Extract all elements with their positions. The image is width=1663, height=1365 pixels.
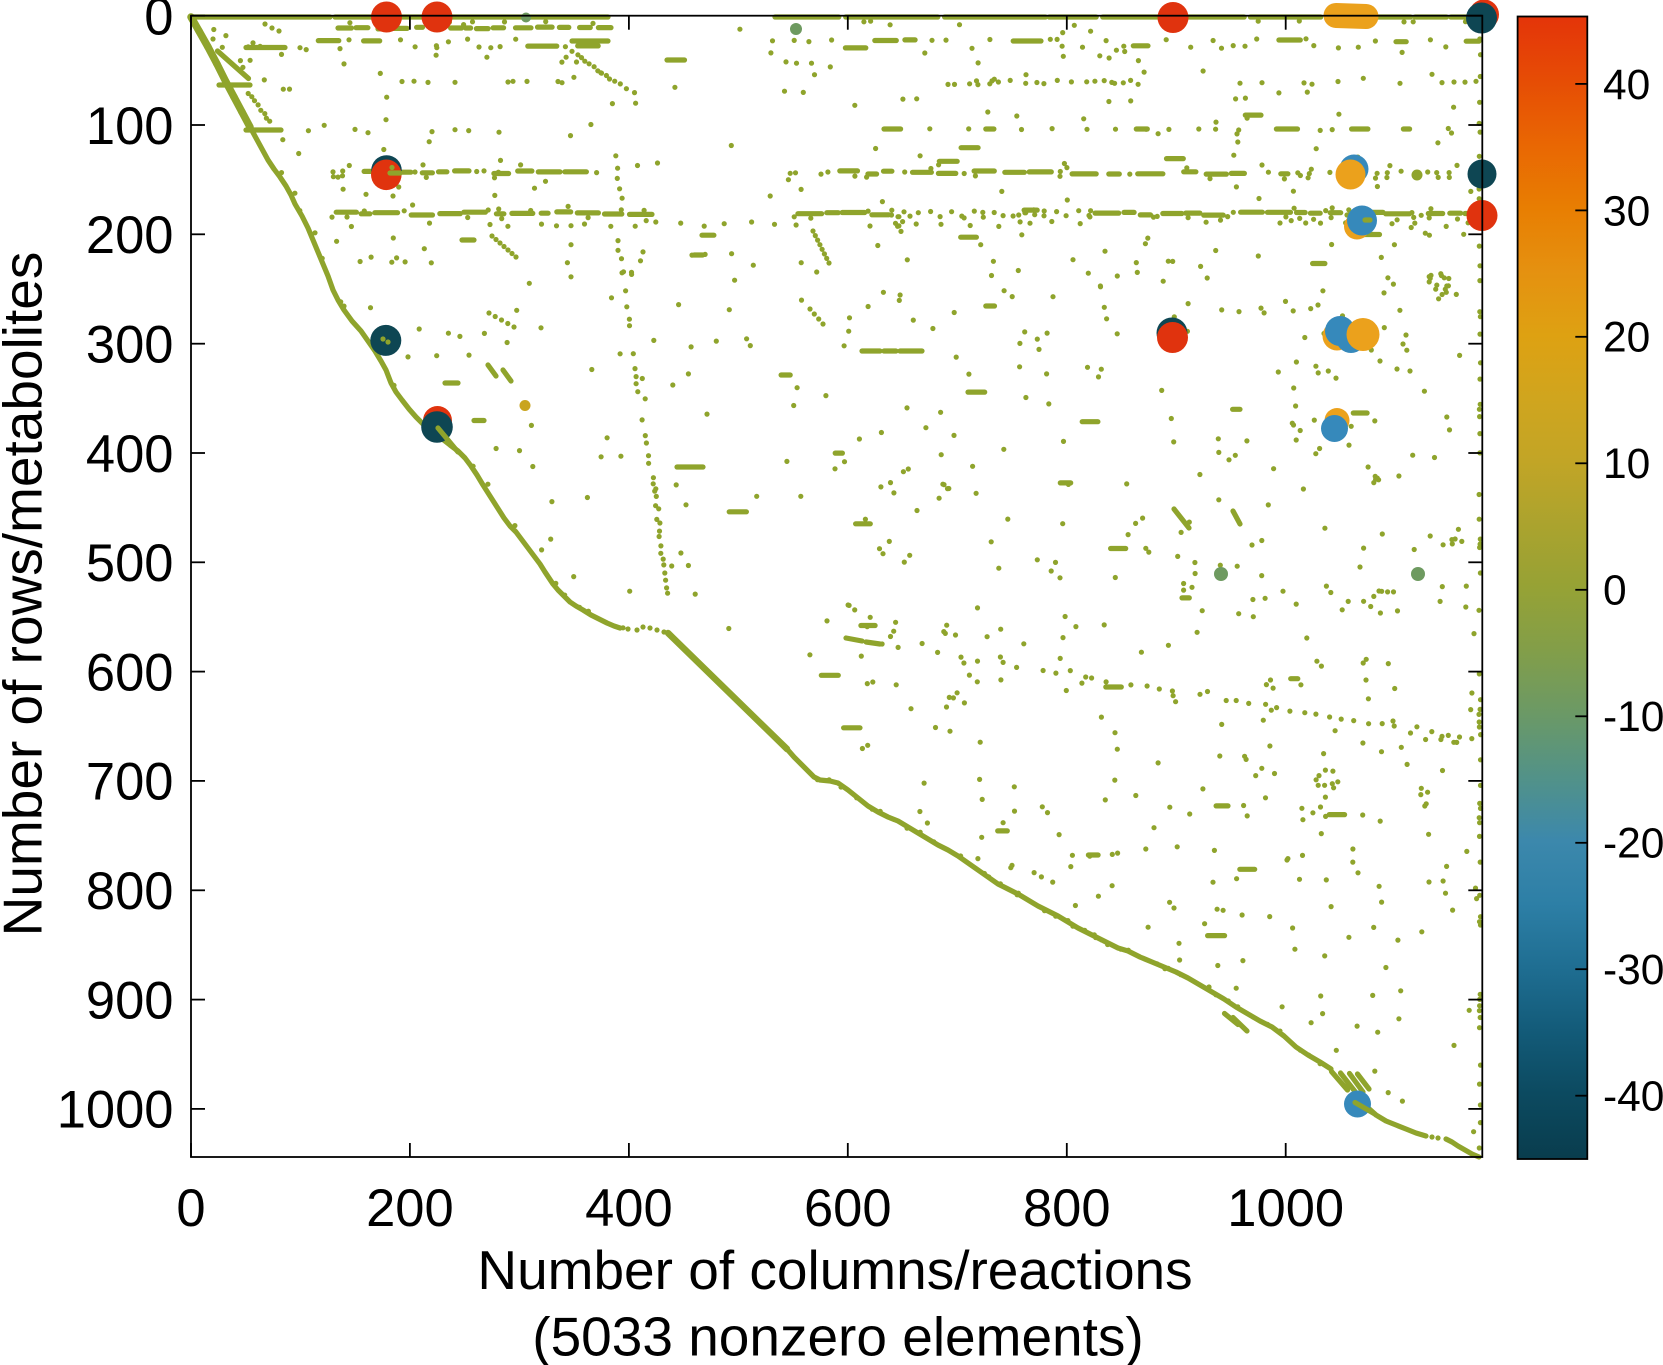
svg-text:30: 30 xyxy=(1603,188,1650,235)
svg-text:300: 300 xyxy=(86,316,174,375)
svg-text:400: 400 xyxy=(585,1179,673,1238)
svg-text:1000: 1000 xyxy=(1227,1179,1344,1238)
svg-text:100: 100 xyxy=(86,97,174,156)
svg-text:600: 600 xyxy=(86,643,174,702)
svg-text:200: 200 xyxy=(366,1179,454,1238)
svg-text:800: 800 xyxy=(86,862,174,921)
svg-text:200: 200 xyxy=(86,206,174,265)
svg-text:700: 700 xyxy=(86,753,174,812)
svg-text:0: 0 xyxy=(144,0,173,47)
svg-text:Number of columns/reactions: Number of columns/reactions xyxy=(477,1239,1192,1301)
svg-text:0: 0 xyxy=(176,1179,205,1238)
svg-text:1000: 1000 xyxy=(57,1081,174,1140)
svg-text:(5033 nonzero elements): (5033 nonzero elements) xyxy=(532,1306,1143,1365)
svg-text:0: 0 xyxy=(1603,568,1627,615)
svg-text:800: 800 xyxy=(1023,1179,1111,1238)
svg-text:500: 500 xyxy=(86,534,174,593)
svg-text:-30: -30 xyxy=(1603,947,1663,994)
svg-text:-40: -40 xyxy=(1603,1074,1663,1121)
svg-text:900: 900 xyxy=(86,971,174,1030)
svg-text:20: 20 xyxy=(1603,315,1650,362)
svg-text:40: 40 xyxy=(1603,62,1650,109)
svg-text:-20: -20 xyxy=(1603,821,1663,868)
svg-text:400: 400 xyxy=(86,425,174,484)
svg-text:600: 600 xyxy=(804,1179,892,1238)
svg-text:Number of rows/metabolites: Number of rows/metabolites xyxy=(0,252,54,937)
svg-text:-10: -10 xyxy=(1603,694,1663,741)
svg-text:10: 10 xyxy=(1603,441,1650,488)
